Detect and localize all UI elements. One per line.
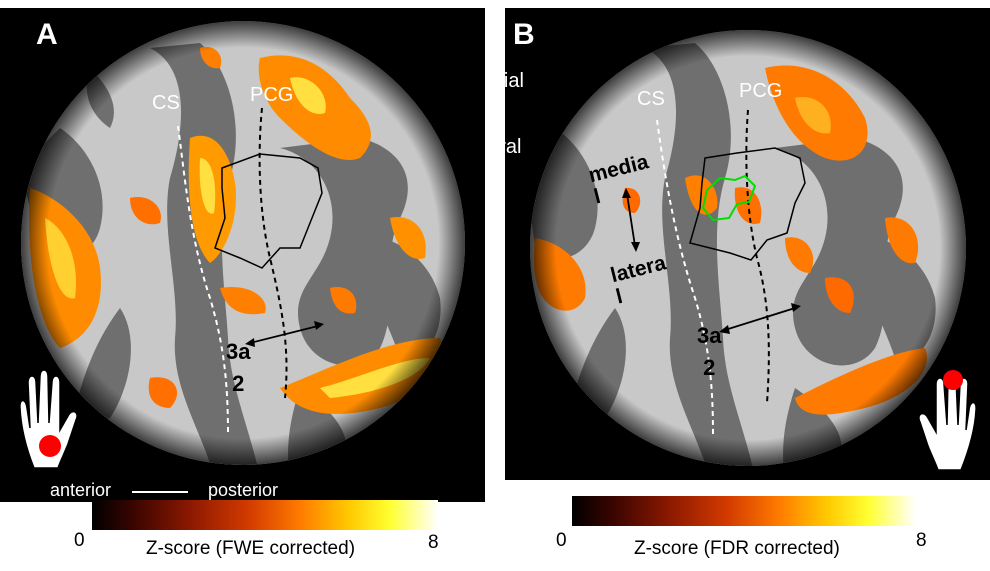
right-hand-icon (918, 370, 977, 471)
ap-axis-line (132, 491, 188, 493)
area-2-label: 2 (232, 371, 245, 396)
area-2-label-b: 2 (703, 355, 716, 380)
cs-label: CS (152, 92, 180, 114)
left-hand-icon (19, 369, 78, 469)
area-arrow (249, 325, 319, 344)
area-arrow-b (724, 307, 796, 331)
flatmap-a (21, 21, 465, 465)
area-3a-label-b: 3a (697, 323, 722, 348)
flatmap-b (530, 30, 966, 466)
roi-outline-b (689, 147, 806, 261)
panel-letter-b: B (513, 18, 535, 51)
panel-a: A CS PCG 3a 2 anterior posterior (0, 8, 485, 502)
posterior-label: posterior (208, 480, 279, 500)
colorbar-a (92, 500, 438, 530)
anterior-label: anterior (50, 480, 112, 500)
colorbar-b-max: 8 (916, 530, 927, 551)
pcg-label: PCG (250, 84, 294, 106)
area-label-stack: 3a 2 (226, 336, 250, 400)
colorbar-b-title: Z-score (FDR corrected) (634, 538, 840, 559)
colorbar-a-title: Z-score (FWE corrected) (146, 538, 356, 559)
area-3a-label: 3a (226, 339, 251, 364)
ml-arrow (626, 193, 636, 247)
colorbar-b-min: 0 (556, 530, 567, 551)
panel-letter-a: A (36, 18, 58, 51)
colorbar-a-min: 0 (74, 530, 85, 551)
green-roi-outline (701, 174, 757, 222)
cs-line-b (656, 119, 714, 437)
roi-outline (214, 153, 323, 269)
cs-label-b: CS (637, 88, 665, 110)
colorbar-a-max: 8 (428, 532, 439, 553)
stimulus-dot-a (39, 435, 61, 457)
pcg-line-b (745, 109, 770, 404)
pcg-line (258, 107, 288, 399)
pcg-label-b: PCG (739, 80, 783, 102)
area-label-stack-b: 3a 2 (697, 320, 721, 384)
stimulus-dot-b (943, 370, 963, 390)
cs-line (177, 125, 229, 437)
colorbar-b (572, 496, 916, 526)
